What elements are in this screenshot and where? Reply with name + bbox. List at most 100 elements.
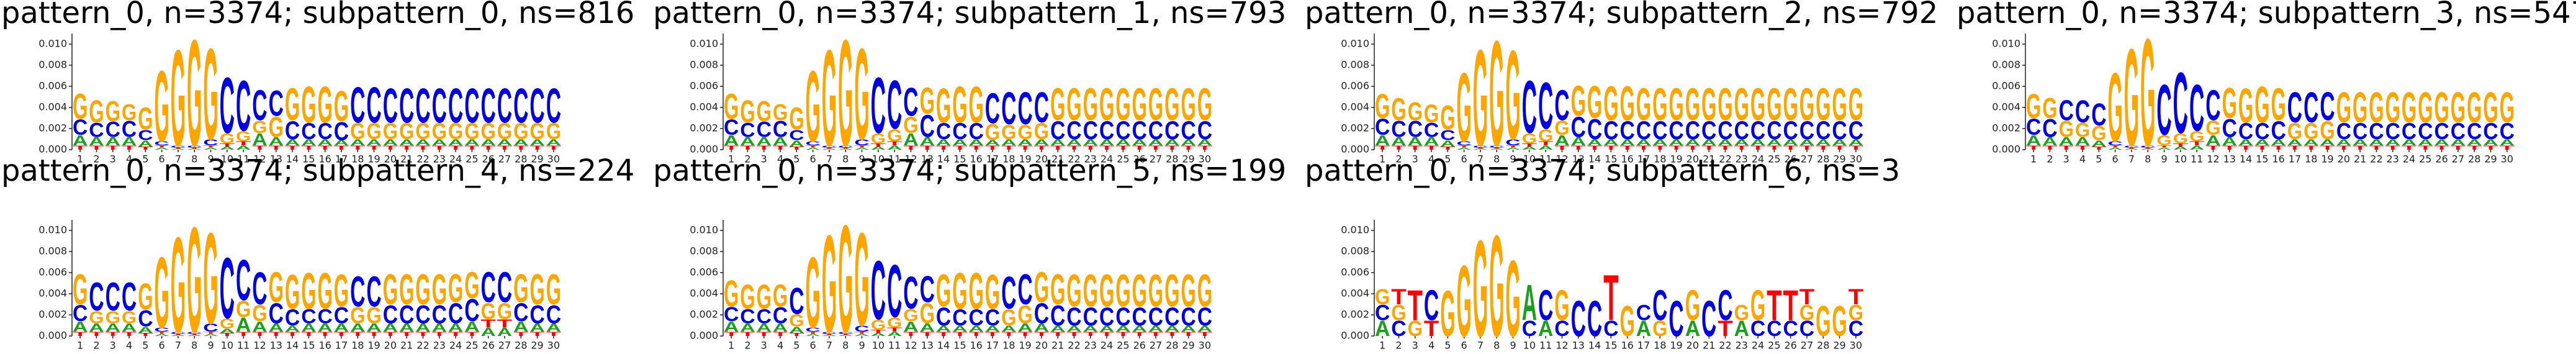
x-tick-label: 30	[1850, 340, 1862, 352]
logo-letter: T	[155, 145, 169, 148]
x-tick-label: 19	[1019, 153, 1031, 165]
x-tick-label: 24	[2403, 153, 2415, 165]
logo-letter: C	[1181, 116, 1196, 145]
logo-letter: C	[415, 78, 430, 133]
logo-letter: G	[969, 75, 984, 134]
logo-letter: T	[822, 147, 837, 149]
logo-letter: G	[1701, 79, 1716, 130]
logo-letter: A	[89, 135, 104, 148]
logo-letter: C	[1849, 317, 1863, 341]
x-tick-label: 28	[2468, 153, 2480, 165]
logo-letter: C	[2402, 118, 2416, 144]
logo-letter: A	[2320, 138, 2335, 148]
logo-letter: T	[2320, 145, 2335, 151]
logo-letter: T	[529, 145, 545, 151]
x-tick-label: 16	[2272, 153, 2284, 165]
logo-letter: G	[2320, 116, 2335, 145]
logo-letter: G	[1115, 79, 1130, 130]
logo-letter: G	[2189, 129, 2204, 145]
y-tick-label: 0.002	[38, 309, 67, 320]
logo-letter: C	[383, 301, 398, 330]
logo-letter: A	[513, 138, 528, 148]
logo-letter: C	[1408, 116, 1423, 142]
y-tick-label: 0.008	[1992, 59, 2020, 71]
x-tick-label: 7	[1477, 340, 1484, 352]
y-tick-label: 0.002	[690, 309, 718, 320]
logo-letter: G	[1636, 79, 1651, 130]
logo-letter: T	[1799, 145, 1815, 151]
logo-letter: C	[1799, 116, 1814, 145]
logo-letter: A	[2418, 138, 2433, 148]
logo-letter: A	[936, 324, 951, 334]
logo-letter: C	[1375, 301, 1390, 325]
logo-letter: A	[854, 334, 869, 337]
logo-letter: A	[1603, 138, 1618, 148]
logo-letter: A	[854, 147, 869, 150]
logo-letter: G	[952, 261, 967, 320]
x-tick-label: 7	[2128, 153, 2135, 165]
logo-letter: G	[985, 265, 1000, 319]
logo-letter: T	[2483, 145, 2498, 151]
x-tick-label: 24	[1101, 340, 1113, 352]
logo-letter: T	[1620, 145, 1636, 151]
logo-letter: G	[366, 302, 381, 328]
logo-letter: T	[1017, 145, 1033, 151]
logo-letter: A	[1164, 324, 1179, 334]
logo-letter: T	[773, 145, 788, 151]
x-tick-label: 9	[858, 340, 865, 352]
logo-letter: T	[757, 145, 772, 151]
logo-letter: C	[1522, 65, 1537, 149]
logo-letter: G	[546, 265, 561, 314]
logo-letter: C	[1489, 145, 1504, 148]
logo-letter: C	[366, 77, 381, 134]
logo-letter: T	[1718, 145, 1733, 151]
logo-letter: C	[1132, 116, 1147, 145]
logo-letter: A	[952, 138, 967, 148]
x-tick-label: 18	[1654, 340, 1666, 352]
logo-letter: A	[2189, 145, 2204, 151]
x-tick-label: 25	[1117, 153, 1129, 165]
logo-letter: C	[2500, 118, 2515, 144]
logo-letter: G	[1505, 238, 1520, 354]
logo-letter: T	[269, 145, 284, 151]
logo-letter: A	[1001, 138, 1016, 148]
x-tick-label: 20	[2338, 153, 2350, 165]
logo-letter: C	[1701, 116, 1716, 145]
logo-letter: G	[529, 265, 544, 314]
logo-letter: T	[415, 331, 431, 337]
logo-letter: G	[1734, 79, 1749, 130]
logo-letter: T	[822, 334, 837, 335]
x-tick-label: 16	[1621, 340, 1633, 352]
logo-letter: C	[350, 77, 365, 134]
logo-letter: C	[1636, 116, 1651, 145]
logo-letter: A	[1148, 324, 1163, 334]
logo-letter: A	[887, 331, 902, 337]
logo-letter: G	[1050, 265, 1065, 314]
panel-title: pattern_0, n=3374; subpattern_6, ns=3	[1305, 153, 1900, 188]
logo-letter: C	[1636, 301, 1651, 325]
logo-letter: G	[1083, 265, 1098, 317]
x-tick-label: 9	[2161, 153, 2167, 165]
logo-letter: C	[2271, 116, 2286, 145]
x-tick-label: 28	[1166, 153, 1178, 165]
x-tick-label: 26	[1133, 340, 1145, 352]
logo-letter: T	[2222, 145, 2238, 151]
logo-letter: G	[2500, 83, 2515, 132]
y-tick-label: 0.002	[1992, 122, 2020, 134]
logo-letter: G	[383, 265, 398, 314]
x-tick-label: 10	[872, 153, 885, 165]
logo-letter: T	[187, 334, 202, 335]
logo-letter: A	[724, 133, 739, 149]
logo-letter: G	[203, 206, 218, 351]
logo-letter: G	[1440, 277, 1455, 350]
logo-letter: C	[1571, 111, 1586, 143]
logo-letter: T	[89, 145, 104, 151]
logo-letter: G	[920, 297, 935, 330]
logo-letter: G	[2369, 83, 2384, 132]
logo-letter: G	[2156, 133, 2171, 149]
logo-letter: G	[546, 118, 561, 144]
logo-letter: T	[1083, 145, 1099, 151]
y-tick-label: 0.002	[1341, 122, 1369, 134]
x-tick-label: 27	[498, 153, 511, 165]
logo-letter: A	[1164, 138, 1179, 148]
